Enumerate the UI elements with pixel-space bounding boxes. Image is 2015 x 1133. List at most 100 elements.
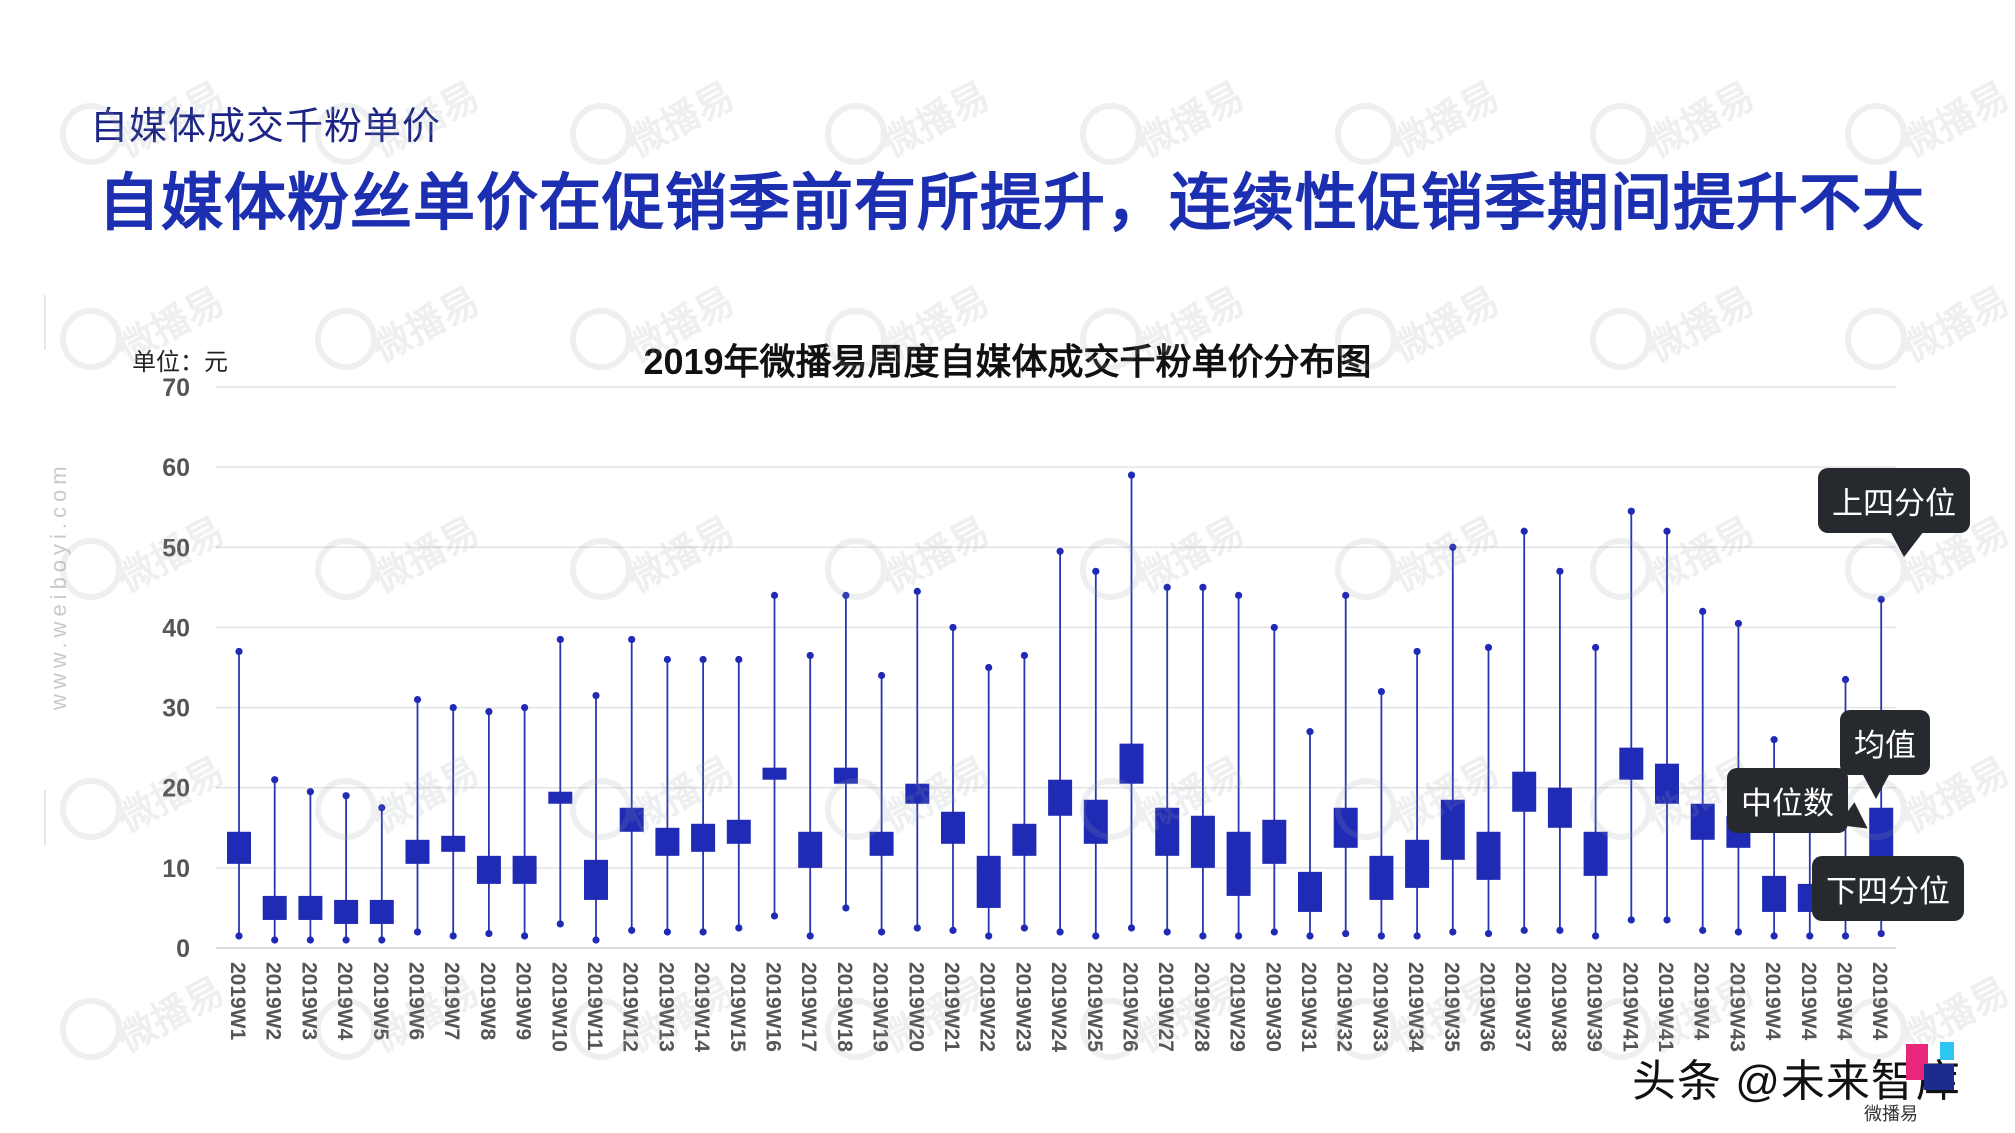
max-point — [1663, 527, 1671, 535]
box — [1012, 823, 1037, 856]
min-point — [1377, 932, 1385, 940]
max-point — [1163, 583, 1171, 591]
x-tick-label: 2019W4 — [1868, 962, 1891, 1041]
x-tick-label: 2019W26 — [1119, 962, 1142, 1052]
box — [405, 839, 430, 864]
min-point — [378, 936, 386, 944]
max-point — [878, 671, 886, 680]
max-point — [1235, 591, 1243, 599]
max-point — [1306, 728, 1314, 736]
min-point — [1235, 932, 1243, 940]
footer-logo-icon — [1900, 1038, 1960, 1108]
max-point — [985, 663, 993, 672]
x-tick-label: 2019W16 — [762, 962, 785, 1052]
x-tick-label: 2019W28 — [1190, 962, 1213, 1052]
max-point — [306, 788, 314, 796]
max-point — [913, 587, 921, 595]
box — [1083, 799, 1108, 844]
x-tick-label: 2019W14 — [690, 962, 713, 1052]
box — [1512, 771, 1537, 812]
min-point — [878, 928, 886, 936]
x-tick-label: 2019W4 — [333, 962, 356, 1041]
page-subtitle: 自媒体成交千粉单价 — [90, 106, 442, 148]
callout-mean: 均值 — [1840, 710, 1930, 799]
min-point — [1663, 916, 1671, 924]
min-point — [913, 924, 921, 932]
callout-tail — [1890, 531, 1924, 557]
box — [655, 827, 680, 856]
max-point — [485, 707, 493, 716]
callout-upper-quartile: 上四分位 — [1818, 468, 1970, 557]
box — [833, 767, 858, 784]
min-point — [985, 932, 993, 940]
max-point — [342, 792, 350, 800]
max-point — [521, 703, 529, 712]
min-point — [842, 904, 850, 912]
y-tick-label: 10 — [162, 855, 190, 883]
box — [298, 895, 323, 920]
x-tick-label: 2019W33 — [1368, 962, 1391, 1052]
box — [1155, 807, 1180, 856]
x-tick-label: 2019W41 — [1618, 962, 1641, 1052]
min-point — [342, 936, 350, 944]
x-tick-label: 2019W5 — [369, 962, 392, 1041]
min-point — [1592, 932, 1600, 940]
box — [1190, 815, 1215, 868]
min-point — [1484, 929, 1493, 938]
max-point — [663, 655, 672, 664]
max-point — [592, 691, 600, 700]
x-tick-label: 2019W41 — [1654, 962, 1677, 1052]
x-tick-label: 2019W31 — [1297, 962, 1320, 1052]
box — [905, 783, 930, 804]
x-tick-label: 2019W24 — [1047, 962, 1070, 1052]
callout-median-text: 中位数 — [1741, 786, 1834, 821]
box — [619, 807, 644, 832]
max-point — [271, 776, 279, 784]
max-point — [556, 635, 564, 644]
x-tick-label: 2019W15 — [726, 962, 749, 1052]
max-point — [1770, 736, 1778, 744]
min-point — [628, 926, 636, 934]
max-point — [1199, 583, 1207, 591]
min-point — [235, 932, 243, 940]
max-point — [235, 647, 243, 656]
box — [227, 831, 251, 864]
x-tick-label: 2019W9 — [512, 962, 535, 1040]
x-tick-label: 2019W4 — [1797, 962, 1820, 1041]
y-tick-label: 30 — [162, 695, 190, 723]
x-tick-label: 2019W12 — [619, 962, 642, 1052]
footer-brand: 头条 @未来智库 — [1632, 1057, 1961, 1106]
x-tick-label: 2019W34 — [1404, 962, 1427, 1052]
x-tick-label: 2019W4 — [1690, 962, 1713, 1041]
min-point — [1734, 928, 1742, 936]
x-tick-label: 2019W19 — [869, 962, 892, 1052]
x-tick-label: 2019W20 — [904, 962, 927, 1052]
callout-median: 中位数 — [1727, 768, 1876, 840]
callout-mean-text: 均值 — [1854, 728, 1916, 763]
box — [1476, 831, 1501, 880]
min-point — [1020, 924, 1028, 932]
min-point — [1627, 916, 1635, 924]
max-point — [1020, 651, 1028, 660]
max-point — [449, 703, 457, 712]
min-point — [306, 936, 314, 944]
min-point — [1342, 929, 1350, 938]
min-point — [521, 932, 529, 940]
min-point — [1163, 928, 1171, 936]
min-point — [1413, 932, 1421, 940]
chart-title: 2019年微播易周度自媒体成交千粉单价分布图 — [643, 341, 1372, 382]
y-tick-label: 20 — [162, 775, 190, 803]
box — [262, 895, 287, 920]
min-point — [663, 928, 672, 936]
max-point — [949, 623, 957, 632]
box — [1226, 831, 1251, 896]
min-point — [735, 924, 743, 932]
max-point — [770, 591, 779, 599]
max-point — [378, 804, 386, 812]
max-point — [1413, 647, 1421, 656]
callout-lower-quartile: 下四分位 — [1812, 856, 1964, 921]
x-tick-label: 2019W8 — [476, 962, 499, 1041]
max-point — [1270, 623, 1278, 632]
box — [1333, 807, 1358, 848]
